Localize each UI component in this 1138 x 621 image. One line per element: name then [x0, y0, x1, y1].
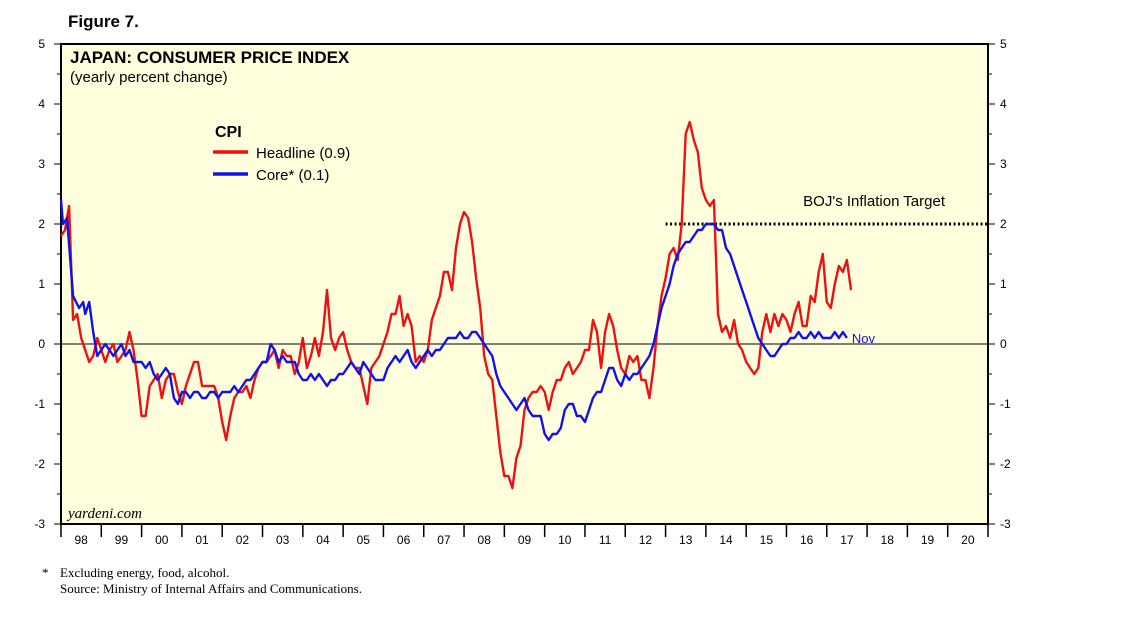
y-tick-label-right: -1: [1000, 397, 1011, 411]
x-tick-label: 02: [236, 533, 250, 547]
legend: CPI Headline (0.9) Core* (0.1): [213, 124, 350, 184]
y-tick-label-left: 1: [38, 277, 45, 291]
x-tick-label: 00: [155, 533, 169, 547]
x-tick-label: 16: [800, 533, 814, 547]
x-tick-label: 20: [961, 533, 975, 547]
y-tick-label-left: -1: [34, 397, 45, 411]
legend-headline-label: Headline (0.9): [256, 145, 350, 162]
x-tick-label: 15: [760, 533, 774, 547]
x-tick-label: 07: [437, 533, 451, 547]
legend-core-label: Core* (0.1): [256, 167, 329, 184]
y-tick-label-right: 5: [1000, 37, 1007, 51]
figure-label: Figure 7.: [68, 12, 139, 31]
x-tick-label: 19: [921, 533, 935, 547]
footnote-marker: *: [42, 565, 49, 580]
y-tick-label-right: 4: [1000, 97, 1007, 111]
x-tick-label: 13: [679, 533, 693, 547]
x-tick-label: 99: [115, 533, 129, 547]
y-tick-label-left: -3: [34, 517, 45, 531]
x-tick-label: 17: [840, 533, 854, 547]
y-tick-label-right: 0: [1000, 337, 1007, 351]
chart-title: JAPAN: CONSUMER PRICE INDEX: [70, 48, 350, 67]
y-tick-label-right: -2: [1000, 457, 1011, 471]
chart-subtitle: (yearly percent change): [70, 69, 228, 86]
y-tick-label-right: -3: [1000, 517, 1011, 531]
x-tick-label: 01: [195, 533, 209, 547]
y-tick-label-left: 4: [38, 97, 45, 111]
watermark: yardeni.com: [66, 506, 142, 522]
source-note: Source: Ministry of Internal Affairs and…: [60, 581, 362, 596]
series-layer: Nov: [59, 120, 876, 490]
inflation-target-label: BOJ's Inflation Target: [803, 193, 946, 210]
x-tick-label: 14: [719, 533, 733, 547]
x-tick-label: 04: [316, 533, 330, 547]
plot-background: [60, 43, 989, 525]
y-tick-label-right: 1: [1000, 277, 1007, 291]
x-axis: 98 99 00 01 02 03 04 05 06 07 08 09 10 11 12 13 14 15 16 17…: [60, 524, 989, 547]
x-tick-label: 12: [639, 533, 653, 547]
headline-cpi-line: [60, 120, 853, 490]
legend-title: CPI: [215, 124, 242, 141]
x-tick-label: 05: [357, 533, 371, 547]
y-tick-label-right: 2: [1000, 217, 1007, 231]
y-tick-label-left: 5: [38, 37, 45, 51]
y-tick-label-left: 2: [38, 217, 45, 231]
x-tick-label: 18: [881, 533, 895, 547]
x-tick-label: 06: [397, 533, 411, 547]
footnote-text: Excluding energy, food, alcohol.: [60, 565, 230, 580]
x-tick-label: 10: [558, 533, 572, 547]
x-tick-label: 08: [478, 533, 492, 547]
footnote: * Excluding energy, food, alcohol. Source…: [42, 565, 362, 597]
y-tick-label-left: -2: [34, 457, 45, 471]
x-tick-label: 11: [599, 533, 612, 547]
right-y-axis: -3 -2 -1 0 1 2 3 4 5: [988, 37, 1011, 531]
y-tick-label-left: 0: [38, 337, 45, 351]
left-y-axis: -3 -2 -1 0 1 2 3 4 5: [34, 37, 61, 531]
x-tick-label: 98: [74, 533, 88, 547]
x-tick-label: 03: [276, 533, 290, 547]
y-tick-label-right: 3: [1000, 157, 1007, 171]
y-tick-label-left: 3: [38, 157, 45, 171]
x-tick-label: 09: [518, 533, 532, 547]
core-cpi-line: [59, 199, 848, 442]
core-last-point-label: Nov: [852, 331, 876, 346]
